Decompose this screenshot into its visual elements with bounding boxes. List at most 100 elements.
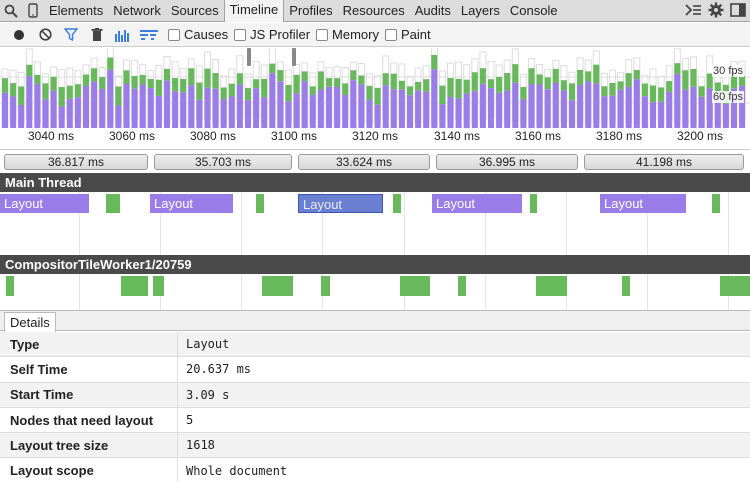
frame-bar-scripting bbox=[560, 90, 567, 128]
device-mode-icon[interactable] bbox=[22, 0, 44, 22]
fps-30-label: 30 fps bbox=[712, 65, 744, 77]
layout-event[interactable]: Layout bbox=[600, 194, 686, 213]
search-icon[interactable] bbox=[0, 0, 22, 22]
filter-icon[interactable] bbox=[58, 23, 84, 47]
console-drawer-icon[interactable] bbox=[684, 3, 702, 20]
frame-bar-scripting bbox=[374, 104, 381, 128]
frame-duration[interactable]: 36.995 ms bbox=[436, 154, 578, 170]
js-profiler-checkbox[interactable]: JS Profiler bbox=[234, 27, 310, 42]
frame-bar-paint bbox=[471, 72, 478, 92]
frames-view-icon[interactable] bbox=[110, 23, 136, 47]
raster-event[interactable] bbox=[622, 276, 630, 296]
tick-label: 3180 ms bbox=[596, 129, 643, 143]
paint-event[interactable] bbox=[106, 194, 120, 213]
timeline-overview[interactable]: 30 fps 60 fps 3040 ms 3060 ms 3080 ms 31… bbox=[0, 48, 750, 150]
record-icon[interactable] bbox=[6, 23, 32, 47]
paint-checkbox[interactable]: Paint bbox=[385, 27, 431, 42]
layout-event-selected[interactable]: Layout bbox=[298, 194, 383, 213]
frame-duration[interactable]: 41.198 ms bbox=[584, 154, 744, 170]
causes-checkbox[interactable]: Causes bbox=[168, 27, 228, 42]
frame-bar-scripting bbox=[326, 86, 332, 128]
causes-label: Causes bbox=[184, 27, 229, 42]
selection-right-handle[interactable] bbox=[292, 48, 296, 66]
frame-bar-scripting bbox=[261, 97, 268, 128]
grid-line bbox=[647, 274, 648, 310]
tab-profiles[interactable]: Profiles bbox=[289, 2, 333, 18]
dock-icon[interactable] bbox=[730, 2, 746, 20]
raster-event[interactable] bbox=[262, 276, 293, 296]
tab-console[interactable]: Console bbox=[509, 2, 558, 18]
frame-bar-scripting bbox=[350, 80, 357, 128]
raster-event[interactable] bbox=[121, 276, 148, 296]
raster-event[interactable] bbox=[458, 276, 466, 296]
frame-bar-scripting bbox=[115, 105, 122, 128]
raster-event[interactable] bbox=[400, 276, 430, 296]
frame-bar-scripting bbox=[269, 73, 276, 128]
frame-bar-scripting bbox=[650, 102, 656, 128]
frame-bar-paint bbox=[245, 87, 251, 101]
frame-bar-paint bbox=[269, 63, 276, 74]
raster-event[interactable] bbox=[6, 276, 14, 296]
compositor-thread-header[interactable]: CompositorTileWorker1/20759 bbox=[0, 255, 750, 274]
frame-bar-paint bbox=[301, 71, 308, 82]
tab-elements[interactable]: Elements bbox=[49, 2, 104, 18]
frame-bar-paint bbox=[317, 71, 324, 90]
paint-event[interactable] bbox=[393, 194, 401, 213]
frame-bar-paint bbox=[253, 79, 260, 89]
grid-line bbox=[160, 192, 161, 255]
frame-bar-paint bbox=[236, 73, 243, 85]
flamechart-view-icon[interactable] bbox=[136, 23, 162, 47]
grid-line bbox=[241, 274, 242, 310]
paint-event[interactable] bbox=[712, 194, 720, 213]
frame-bar-paint bbox=[674, 63, 681, 74]
frame-bar-paint bbox=[447, 78, 454, 97]
trash-icon[interactable] bbox=[84, 23, 110, 47]
frame-bar-scripting bbox=[139, 84, 146, 128]
paint-event[interactable] bbox=[530, 194, 537, 213]
frame-bar-paint bbox=[569, 83, 575, 101]
tab-layers[interactable]: Layers bbox=[460, 2, 500, 18]
selection-left-handle[interactable] bbox=[247, 48, 251, 66]
layout-event[interactable]: Layout bbox=[150, 194, 233, 213]
frame-bar-paint bbox=[188, 68, 195, 86]
main-thread-header[interactable]: Main Thread bbox=[0, 173, 750, 192]
frame-bar-paint bbox=[423, 79, 430, 92]
paint-event[interactable] bbox=[256, 194, 264, 213]
frame-bar-paint bbox=[10, 83, 17, 97]
frame-duration[interactable]: 35.703 ms bbox=[154, 154, 292, 170]
frame-duration[interactable]: 33.624 ms bbox=[298, 154, 430, 170]
tab-timeline[interactable]: Timeline bbox=[223, 0, 285, 22]
tab-resources[interactable]: Resources bbox=[342, 2, 405, 18]
grid-line bbox=[728, 192, 729, 255]
frame-bar-scripting bbox=[236, 84, 243, 128]
clear-icon[interactable] bbox=[32, 23, 58, 47]
compositor-thread-track bbox=[0, 274, 750, 310]
frame-bar-paint bbox=[577, 69, 584, 86]
gear-icon[interactable] bbox=[708, 2, 724, 21]
frame-bar-scripting bbox=[196, 99, 203, 128]
frame-duration[interactable]: 36.817 ms bbox=[4, 154, 148, 170]
tick-label: 3140 ms bbox=[434, 129, 481, 143]
frame-bar-scripting bbox=[706, 88, 713, 128]
raster-event[interactable] bbox=[153, 276, 164, 296]
tab-audits[interactable]: Audits bbox=[414, 2, 451, 18]
frame-bar-scripting bbox=[739, 85, 746, 128]
fps-60-label: 60 fps bbox=[712, 91, 744, 103]
layout-event[interactable]: Layout bbox=[0, 194, 89, 213]
raster-event[interactable] bbox=[720, 276, 750, 296]
frame-bar-paint bbox=[164, 68, 170, 81]
frame-bar-paint bbox=[488, 79, 494, 89]
frame-bar-scripting bbox=[504, 90, 511, 128]
tab-details[interactable]: Details bbox=[4, 312, 56, 332]
raster-event[interactable] bbox=[536, 276, 567, 296]
memory-checkbox[interactable]: Memory bbox=[316, 27, 379, 42]
frame-bar-paint bbox=[374, 87, 381, 105]
tab-network[interactable]: Network bbox=[113, 2, 161, 18]
layout-event[interactable]: Layout bbox=[432, 194, 522, 213]
frame-bar-paint bbox=[512, 64, 519, 83]
tab-sources[interactable]: Sources bbox=[170, 2, 219, 18]
frame-bar-paint bbox=[585, 71, 592, 82]
frame-bar-scripting bbox=[358, 84, 365, 128]
frame-bar-scripting bbox=[253, 88, 260, 128]
raster-event[interactable] bbox=[321, 276, 330, 296]
